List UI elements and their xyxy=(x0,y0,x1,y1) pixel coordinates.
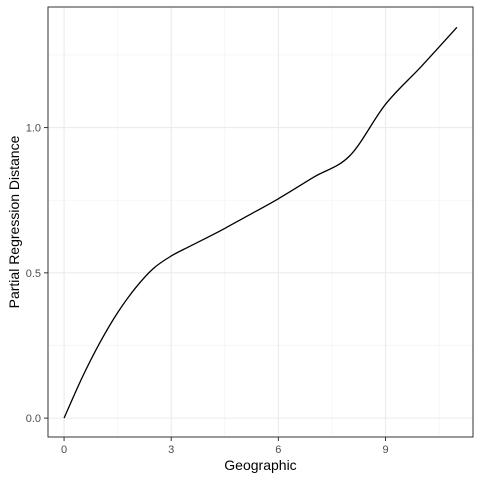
y-tick-label-0: 0.0 xyxy=(26,413,41,425)
plot-panel xyxy=(48,7,473,437)
x-tick-label-1: 3 xyxy=(168,444,174,456)
series-line-0 xyxy=(63,26,458,419)
minor-gridlines xyxy=(48,7,473,437)
x-tick-label-3: 9 xyxy=(382,444,388,456)
x-tick-label-0: 0 xyxy=(61,444,67,456)
x-tick-label-2: 6 xyxy=(275,444,281,456)
x-axis: 0 3 6 9 xyxy=(61,437,389,456)
y-axis-title: Partial Regression Distance xyxy=(6,135,22,308)
y-tick-label-1: 0.5 xyxy=(26,268,41,280)
plot-border xyxy=(47,6,474,438)
major-gridlines xyxy=(48,7,473,437)
x-axis-title: Geographic xyxy=(224,457,296,473)
y-axis: 0.0 0.5 1.0 xyxy=(26,123,48,425)
series-layer xyxy=(63,26,458,419)
y-tick-label-2: 1.0 xyxy=(26,123,41,135)
